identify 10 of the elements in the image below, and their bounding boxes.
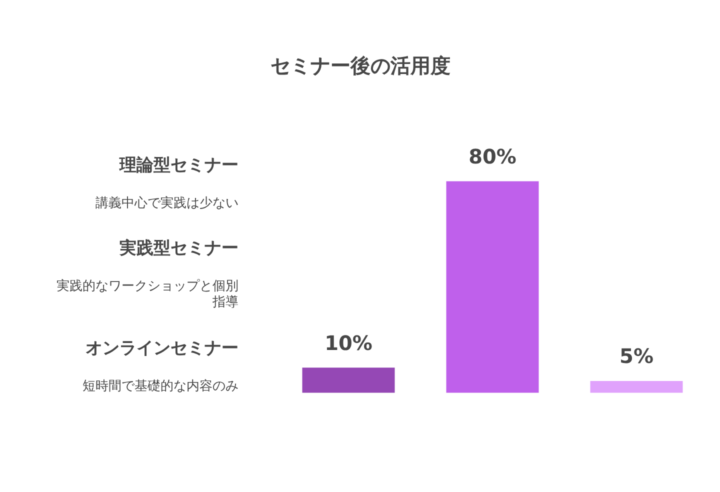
data-label: 80%	[468, 144, 516, 168]
text: 講義中心で実践は少ない	[96, 195, 238, 211]
text: オンラインセミナー	[86, 338, 238, 358]
text: 実践的なワークショップと個別指導	[56, 278, 238, 310]
data-label: 10%	[324, 330, 372, 355]
data-label: 5%	[620, 344, 654, 368]
text: 理論型セミナー	[118, 156, 238, 176]
text: 実践型セミナー	[118, 238, 238, 258]
text: 短時間で基礎的な内容のみ	[82, 378, 238, 394]
chart-title: セミナー後の活用度	[270, 54, 450, 78]
